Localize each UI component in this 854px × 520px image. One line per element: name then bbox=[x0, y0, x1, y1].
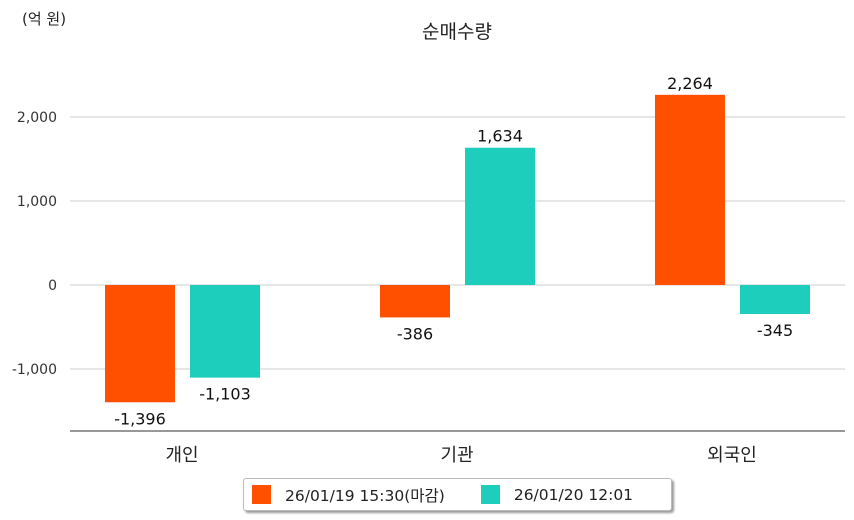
bar bbox=[380, 285, 450, 318]
data-label: -1,103 bbox=[199, 385, 251, 404]
bar bbox=[655, 94, 725, 285]
bar bbox=[465, 147, 535, 285]
data-label: -386 bbox=[397, 324, 433, 343]
legend: 26/01/19 15:30(마감) 26/01/20 12:01 bbox=[243, 478, 672, 511]
y-tick-label: 2,000 bbox=[17, 110, 57, 126]
x-tick-label: 개인 bbox=[165, 445, 198, 466]
data-label: -345 bbox=[757, 321, 793, 340]
x-tick-label: 외국인 bbox=[707, 445, 757, 466]
legend-item-0[interactable]: 26/01/19 15:30(마감) bbox=[252, 484, 445, 506]
legend-label: 26/01/20 12:01 bbox=[513, 485, 634, 504]
legend-swatch bbox=[480, 485, 500, 504]
y-tick-label: 1,000 bbox=[17, 194, 57, 210]
legend-item-1[interactable]: 26/01/20 12:01 bbox=[480, 485, 634, 504]
x-tick-label: 기관 bbox=[440, 445, 473, 466]
legend-label: 26/01/19 15:30(마감) bbox=[285, 486, 445, 505]
y-tick-label: -1,000 bbox=[12, 362, 57, 378]
bar bbox=[740, 285, 810, 314]
unit-label: (억 원) bbox=[22, 10, 66, 28]
data-label: 2,264 bbox=[667, 74, 713, 93]
y-tick-label: 0 bbox=[48, 278, 57, 294]
chart-title: 순매수량 bbox=[422, 21, 492, 43]
data-label: -1,396 bbox=[114, 409, 166, 428]
data-label: 1,634 bbox=[477, 127, 523, 146]
legend-swatch bbox=[252, 485, 271, 504]
bar bbox=[105, 285, 175, 403]
bar bbox=[190, 285, 260, 378]
